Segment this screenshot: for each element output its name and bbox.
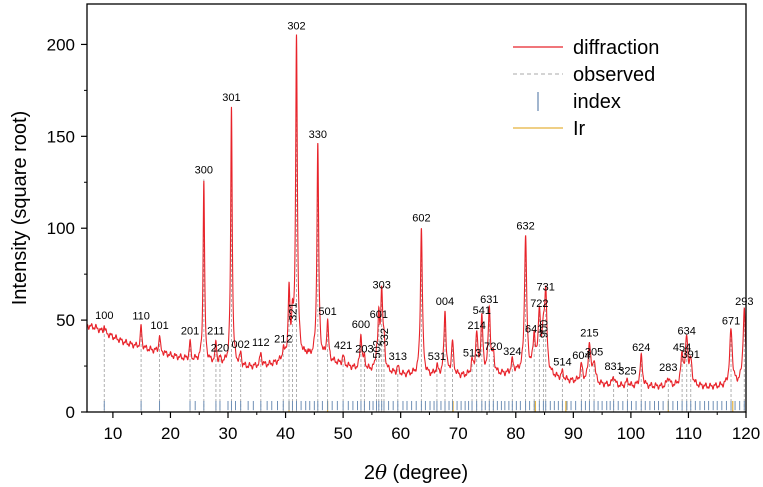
legend-label-ir: Ir xyxy=(573,118,586,140)
peak-label-325: 325 xyxy=(618,366,636,378)
peak-label-604: 604 xyxy=(572,350,590,362)
peak-label-303: 303 xyxy=(372,280,390,292)
peak-label-110: 110 xyxy=(132,310,150,322)
peak-label-002: 002 xyxy=(231,339,249,351)
peak-label-634: 634 xyxy=(678,325,696,337)
peak-label-301: 301 xyxy=(222,92,240,104)
peak-label-391: 391 xyxy=(682,349,700,361)
legend-label-index: index xyxy=(573,91,621,113)
peak-label-201: 201 xyxy=(181,326,199,338)
peak-label-215: 215 xyxy=(580,327,598,339)
x-tick-label-80: 80 xyxy=(506,424,525,443)
peak-label-100: 100 xyxy=(95,310,113,322)
x-tick-label-30: 30 xyxy=(219,424,238,443)
peak-label-214: 214 xyxy=(467,320,485,332)
peak-label-332: 332 xyxy=(379,328,391,346)
x-tick-label-120: 120 xyxy=(732,424,760,443)
y-tick-label-150: 150 xyxy=(47,127,75,146)
x-tick-label-20: 20 xyxy=(161,424,180,443)
legend: diffraction observed index Ir xyxy=(513,37,659,140)
legend-label-observed: observed xyxy=(573,64,655,86)
peak-label-454: 454 xyxy=(673,342,691,354)
peak-label-321: 321 xyxy=(287,302,299,320)
x-tick-label-10: 10 xyxy=(103,424,122,443)
peak-label-541: 541 xyxy=(473,305,491,317)
peak-label-293: 293 xyxy=(735,296,753,308)
x-tick-label-70: 70 xyxy=(449,424,468,443)
peak-label-212: 212 xyxy=(274,333,292,345)
y-tick-label-200: 200 xyxy=(47,35,75,54)
peak-label-831: 831 xyxy=(604,361,622,373)
legend-label-diffraction: diffraction xyxy=(573,37,659,59)
diffraction-series xyxy=(86,34,747,390)
x-tick-label-50: 50 xyxy=(334,424,353,443)
peak-label-900: 900 xyxy=(538,320,550,338)
peak-label-641: 641 xyxy=(525,323,543,335)
peak-label-302: 302 xyxy=(287,20,305,32)
peak-label-502: 502 xyxy=(371,340,383,358)
peak-label-300: 300 xyxy=(195,164,213,176)
x-tick-label-40: 40 xyxy=(276,424,295,443)
peak-label-313: 313 xyxy=(389,351,407,363)
y-tick-label-50: 50 xyxy=(56,311,75,330)
peak-label-330: 330 xyxy=(309,129,327,141)
peak-label-101: 101 xyxy=(150,320,168,332)
x-tick-label-60: 60 xyxy=(391,424,410,443)
x-tick-label-100: 100 xyxy=(617,424,645,443)
peak-label-004: 004 xyxy=(436,296,454,308)
peak-label-720: 720 xyxy=(484,341,502,353)
peak-label-305: 305 xyxy=(585,346,603,358)
peak-label-631: 631 xyxy=(480,294,498,306)
y-tick-label-100: 100 xyxy=(47,219,75,238)
peak-label-600: 600 xyxy=(352,319,370,331)
axes-layer: 10 20 30 40 50 60 70 80 90 100 110 120 0 50 100 150 200 xyxy=(47,35,761,443)
peak-label-624: 624 xyxy=(632,342,650,354)
peak-label-514: 514 xyxy=(553,357,571,369)
y-tick-label-0: 0 xyxy=(66,403,75,422)
peak-label-632: 632 xyxy=(516,221,534,233)
peak-label-722: 722 xyxy=(530,298,548,310)
peak-label-324: 324 xyxy=(503,346,521,358)
peak-label-601: 601 xyxy=(370,309,388,321)
peak-label-283: 283 xyxy=(659,362,677,374)
peak-label-731: 731 xyxy=(537,282,555,294)
x-tick-label-110: 110 xyxy=(675,424,702,443)
x-tick-label-90: 90 xyxy=(564,424,583,443)
peak-label-602: 602 xyxy=(412,213,430,225)
peak-label-421: 421 xyxy=(334,340,352,352)
peak-label-671: 671 xyxy=(722,315,740,327)
peak-label-203: 203 xyxy=(355,343,373,355)
peak-label-513: 513 xyxy=(463,347,481,359)
peak-label-501: 501 xyxy=(318,306,336,318)
y-axis-title: Intensity (square root) xyxy=(9,111,31,306)
peak-label-211: 211 xyxy=(207,326,225,338)
x-axis-title: 2θ (degree) xyxy=(364,460,468,484)
peak-label-112: 112 xyxy=(252,337,270,349)
plot-frame xyxy=(86,3,747,413)
peak-label-531: 531 xyxy=(428,351,446,363)
peak-label-220: 220 xyxy=(211,343,229,355)
plot-layer xyxy=(86,34,747,412)
